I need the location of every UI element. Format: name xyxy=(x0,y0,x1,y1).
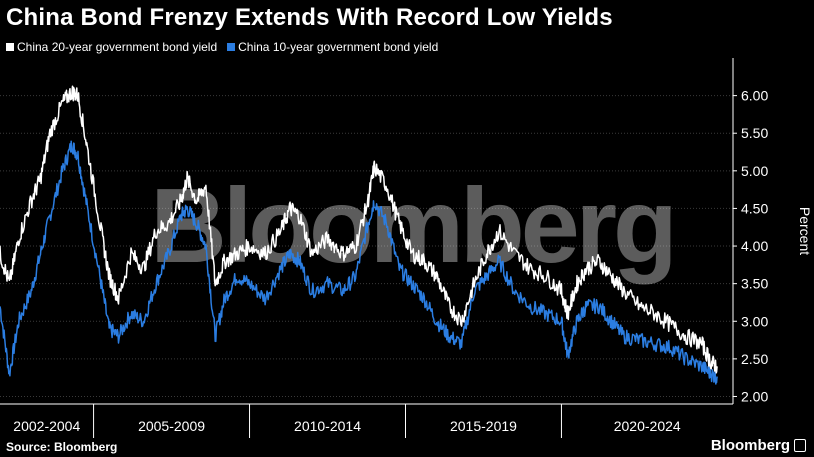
chart-title: China Bond Frenzy Extends With Record Lo… xyxy=(6,4,613,31)
legend-item-20y: China 20-year government bond yield xyxy=(6,40,217,54)
brand-name: Bloomberg xyxy=(710,437,790,454)
y-tick-label: 6.00 xyxy=(741,88,768,104)
series-line-20y xyxy=(0,85,719,374)
legend-label-10y: China 10-year government bond yield xyxy=(238,40,439,54)
brand-logo: Bloomberg xyxy=(711,437,806,454)
y-tick-label: 4.00 xyxy=(741,238,768,254)
axis-layer: 2.00 2.50 3.00 3.50 4.00 4.50 5.00 5.50 6.00 Perc… xyxy=(0,58,813,438)
chart-legend: China 20-year government bond yield Chin… xyxy=(6,40,438,54)
legend-item-10y: China 10-year government bond yield xyxy=(227,40,438,54)
x-period-label: 2005-2009 xyxy=(138,418,205,434)
source-note: Source: Bloomberg xyxy=(6,440,118,454)
y-tick-label: 3.50 xyxy=(741,276,768,292)
series-line-10y xyxy=(0,140,719,385)
x-period-label: 2015-2019 xyxy=(450,418,517,434)
legend-swatch-20y xyxy=(6,43,14,51)
x-period-label: 2002-2004 xyxy=(13,418,80,434)
y-tick-label: 5.50 xyxy=(741,125,768,141)
legend-swatch-10y xyxy=(227,43,236,51)
x-period-label: 2020-2024 xyxy=(614,418,681,434)
y-tick-label: 2.00 xyxy=(741,388,768,404)
watermark-logo: Bloomberg xyxy=(150,167,673,285)
x-period-label: 2010-2014 xyxy=(294,418,361,434)
y-tick-label: 3.00 xyxy=(741,313,768,329)
y-tick-label: 5.00 xyxy=(741,163,768,179)
legend-label-20y: China 20-year government bond yield xyxy=(17,40,218,54)
y-tick-label: 2.50 xyxy=(741,351,768,367)
y-axis-title: Percent xyxy=(797,207,813,255)
bloomberg-icon xyxy=(794,439,806,452)
series-layer xyxy=(0,85,719,385)
y-tick-label: 4.50 xyxy=(741,200,768,216)
